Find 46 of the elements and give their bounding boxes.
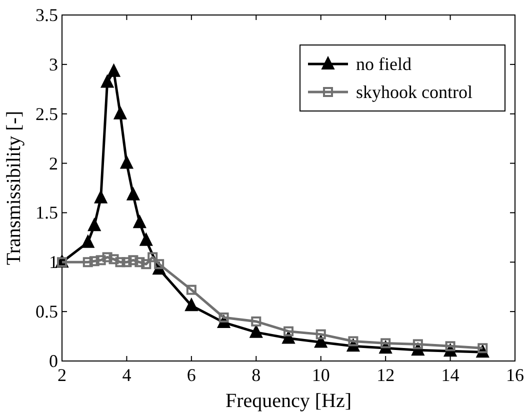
point bbox=[133, 215, 146, 228]
legend-label: skyhook control bbox=[356, 82, 472, 102]
point bbox=[250, 324, 263, 338]
point bbox=[94, 190, 108, 204]
y-tick-label: 0.5 bbox=[36, 302, 58, 322]
point bbox=[251, 316, 262, 326]
y-tick-label: 2.5 bbox=[36, 104, 58, 124]
point bbox=[316, 329, 326, 340]
point bbox=[102, 252, 112, 262]
point bbox=[114, 106, 127, 120]
y-tick-label: 0 bbox=[49, 351, 58, 371]
x-tick-label: 6 bbox=[186, 365, 196, 385]
x-tick-label: 8 bbox=[252, 365, 261, 385]
x-axis-title: Frequency [Hz] bbox=[225, 390, 352, 412]
x-tick-label: 10 bbox=[312, 365, 330, 385]
point bbox=[81, 234, 94, 248]
point bbox=[89, 256, 100, 266]
point bbox=[96, 255, 106, 266]
x-tick-label: 14 bbox=[441, 365, 460, 385]
point bbox=[100, 74, 114, 88]
y-tick-label: 1 bbox=[49, 252, 58, 272]
point bbox=[107, 64, 120, 77]
y-tick-label: 3 bbox=[49, 54, 58, 74]
y-tick-label: 2 bbox=[49, 153, 58, 174]
y-tick-label: 3.5 bbox=[36, 5, 58, 25]
point bbox=[115, 257, 126, 268]
point bbox=[140, 232, 153, 246]
y-axis-title: Transmissibility [-] bbox=[3, 110, 25, 266]
point bbox=[186, 284, 196, 295]
y-tick-label: 1.5 bbox=[36, 202, 58, 223]
point bbox=[122, 257, 132, 268]
point bbox=[184, 298, 198, 312]
x-tick-label: 12 bbox=[376, 365, 395, 385]
point bbox=[82, 257, 93, 268]
point bbox=[141, 259, 152, 270]
legend-label: no field bbox=[356, 54, 412, 74]
point bbox=[108, 254, 119, 264]
point bbox=[126, 187, 140, 200]
point bbox=[120, 156, 134, 169]
point bbox=[134, 257, 145, 268]
point bbox=[128, 255, 138, 266]
x-tick-label: 4 bbox=[122, 365, 132, 385]
point bbox=[284, 326, 294, 336]
point bbox=[148, 252, 158, 262]
point bbox=[88, 218, 101, 232]
x-tick-label: 16 bbox=[506, 365, 524, 385]
